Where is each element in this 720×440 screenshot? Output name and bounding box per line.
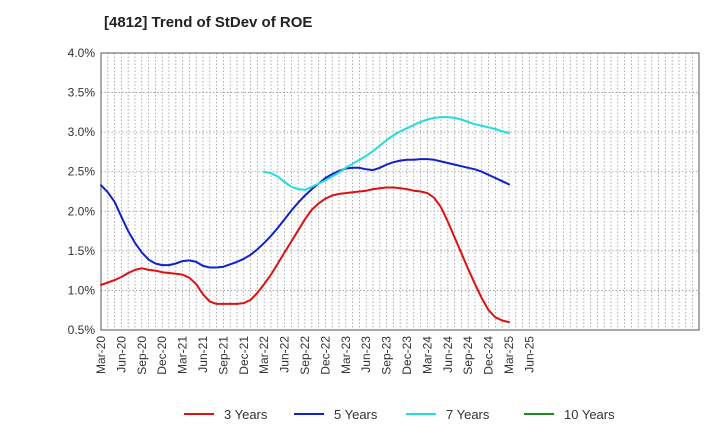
x-tick-label: Sep-21 — [216, 336, 230, 375]
legend-label-10-years: 10 Years — [564, 407, 615, 422]
y-tick-label: 3.0% — [68, 125, 96, 139]
grid-lines — [101, 53, 699, 330]
y-tick-labels: 0.5% 1.0% 1.5% 2.0% 2.5% 3.0% 3.5% 4.0% — [68, 46, 96, 337]
axes — [100, 52, 700, 331]
x-tick-label: Dec-21 — [237, 336, 251, 375]
legend-label-7-years: 7 Years — [446, 407, 490, 422]
series-lines — [100, 116, 510, 324]
x-tick-label: Jun-23 — [359, 336, 373, 373]
series-line-5-years — [100, 158, 510, 269]
x-tick-label: Mar-22 — [257, 336, 271, 374]
x-tick-label: Sep-23 — [380, 336, 394, 375]
legend-label-5-years: 5 Years — [334, 407, 378, 422]
legend: 3 Years 5 Years 7 Years 10 Years — [184, 407, 615, 422]
y-tick-label: 4.0% — [68, 46, 96, 60]
x-tick-label: Mar-23 — [339, 336, 353, 374]
x-tick-label: Jun-25 — [522, 336, 536, 373]
y-tick-label: 2.5% — [68, 165, 96, 179]
x-tick-label: Jun-21 — [196, 336, 210, 373]
x-tick-label: Jun-24 — [441, 336, 455, 373]
x-tick-label: Dec-23 — [400, 336, 414, 375]
y-tick-label: 1.5% — [68, 244, 96, 258]
y-tick-label: 0.5% — [68, 323, 96, 337]
y-tick-label: 2.0% — [68, 204, 96, 218]
x-tick-label: Mar-25 — [502, 336, 516, 374]
series-line-3-years — [100, 186, 510, 324]
x-tick-label: Sep-24 — [461, 336, 475, 375]
x-tick-label: Mar-20 — [94, 336, 108, 374]
x-tick-label: Jun-20 — [114, 336, 128, 373]
plot-frame — [100, 52, 700, 331]
legend-label-3-years: 3 Years — [224, 407, 268, 422]
x-tick-label: Mar-21 — [176, 336, 190, 374]
x-tick-label: Mar-24 — [420, 336, 434, 374]
x-tick-label: Jun-22 — [278, 336, 292, 373]
y-tick-label: 1.0% — [68, 283, 96, 297]
x-tick-labels: Mar-20 Jun-20 Sep-20 Dec-20 Mar-21 Jun-21 Sep-… — [94, 336, 536, 375]
x-tick-label: Dec-20 — [155, 336, 169, 375]
x-tick-label: Sep-22 — [298, 336, 312, 375]
y-tick-label: 3.5% — [68, 86, 96, 100]
chart-title: [4812] Trend of StDev of ROE — [104, 14, 313, 31]
x-tick-label: Dec-24 — [482, 336, 496, 375]
x-tick-label: Dec-22 — [318, 336, 332, 375]
x-tick-label: Sep-20 — [135, 336, 149, 375]
series-line-7-years — [263, 116, 510, 191]
